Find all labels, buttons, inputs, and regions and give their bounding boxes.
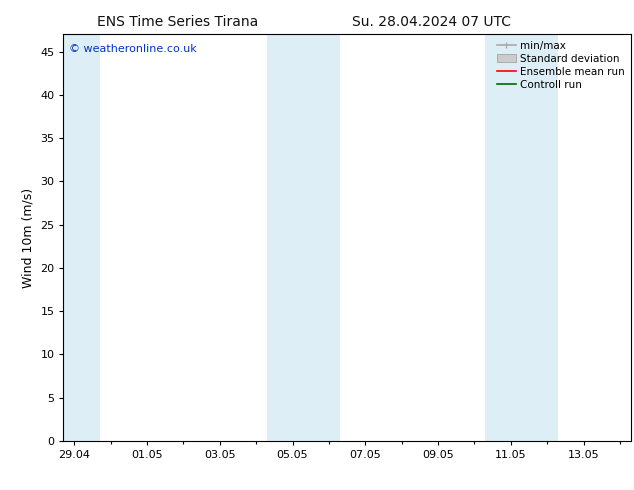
Text: © weatheronline.co.uk: © weatheronline.co.uk xyxy=(69,45,197,54)
Legend: min/max, Standard deviation, Ensemble mean run, Controll run: min/max, Standard deviation, Ensemble me… xyxy=(493,36,629,94)
Bar xyxy=(63,34,100,441)
Text: ENS Time Series Tirana: ENS Time Series Tirana xyxy=(97,15,258,29)
Y-axis label: Wind 10m (m/s): Wind 10m (m/s) xyxy=(22,188,35,288)
Bar xyxy=(486,34,558,441)
Bar xyxy=(267,34,340,441)
Text: Su. 28.04.2024 07 UTC: Su. 28.04.2024 07 UTC xyxy=(352,15,510,29)
